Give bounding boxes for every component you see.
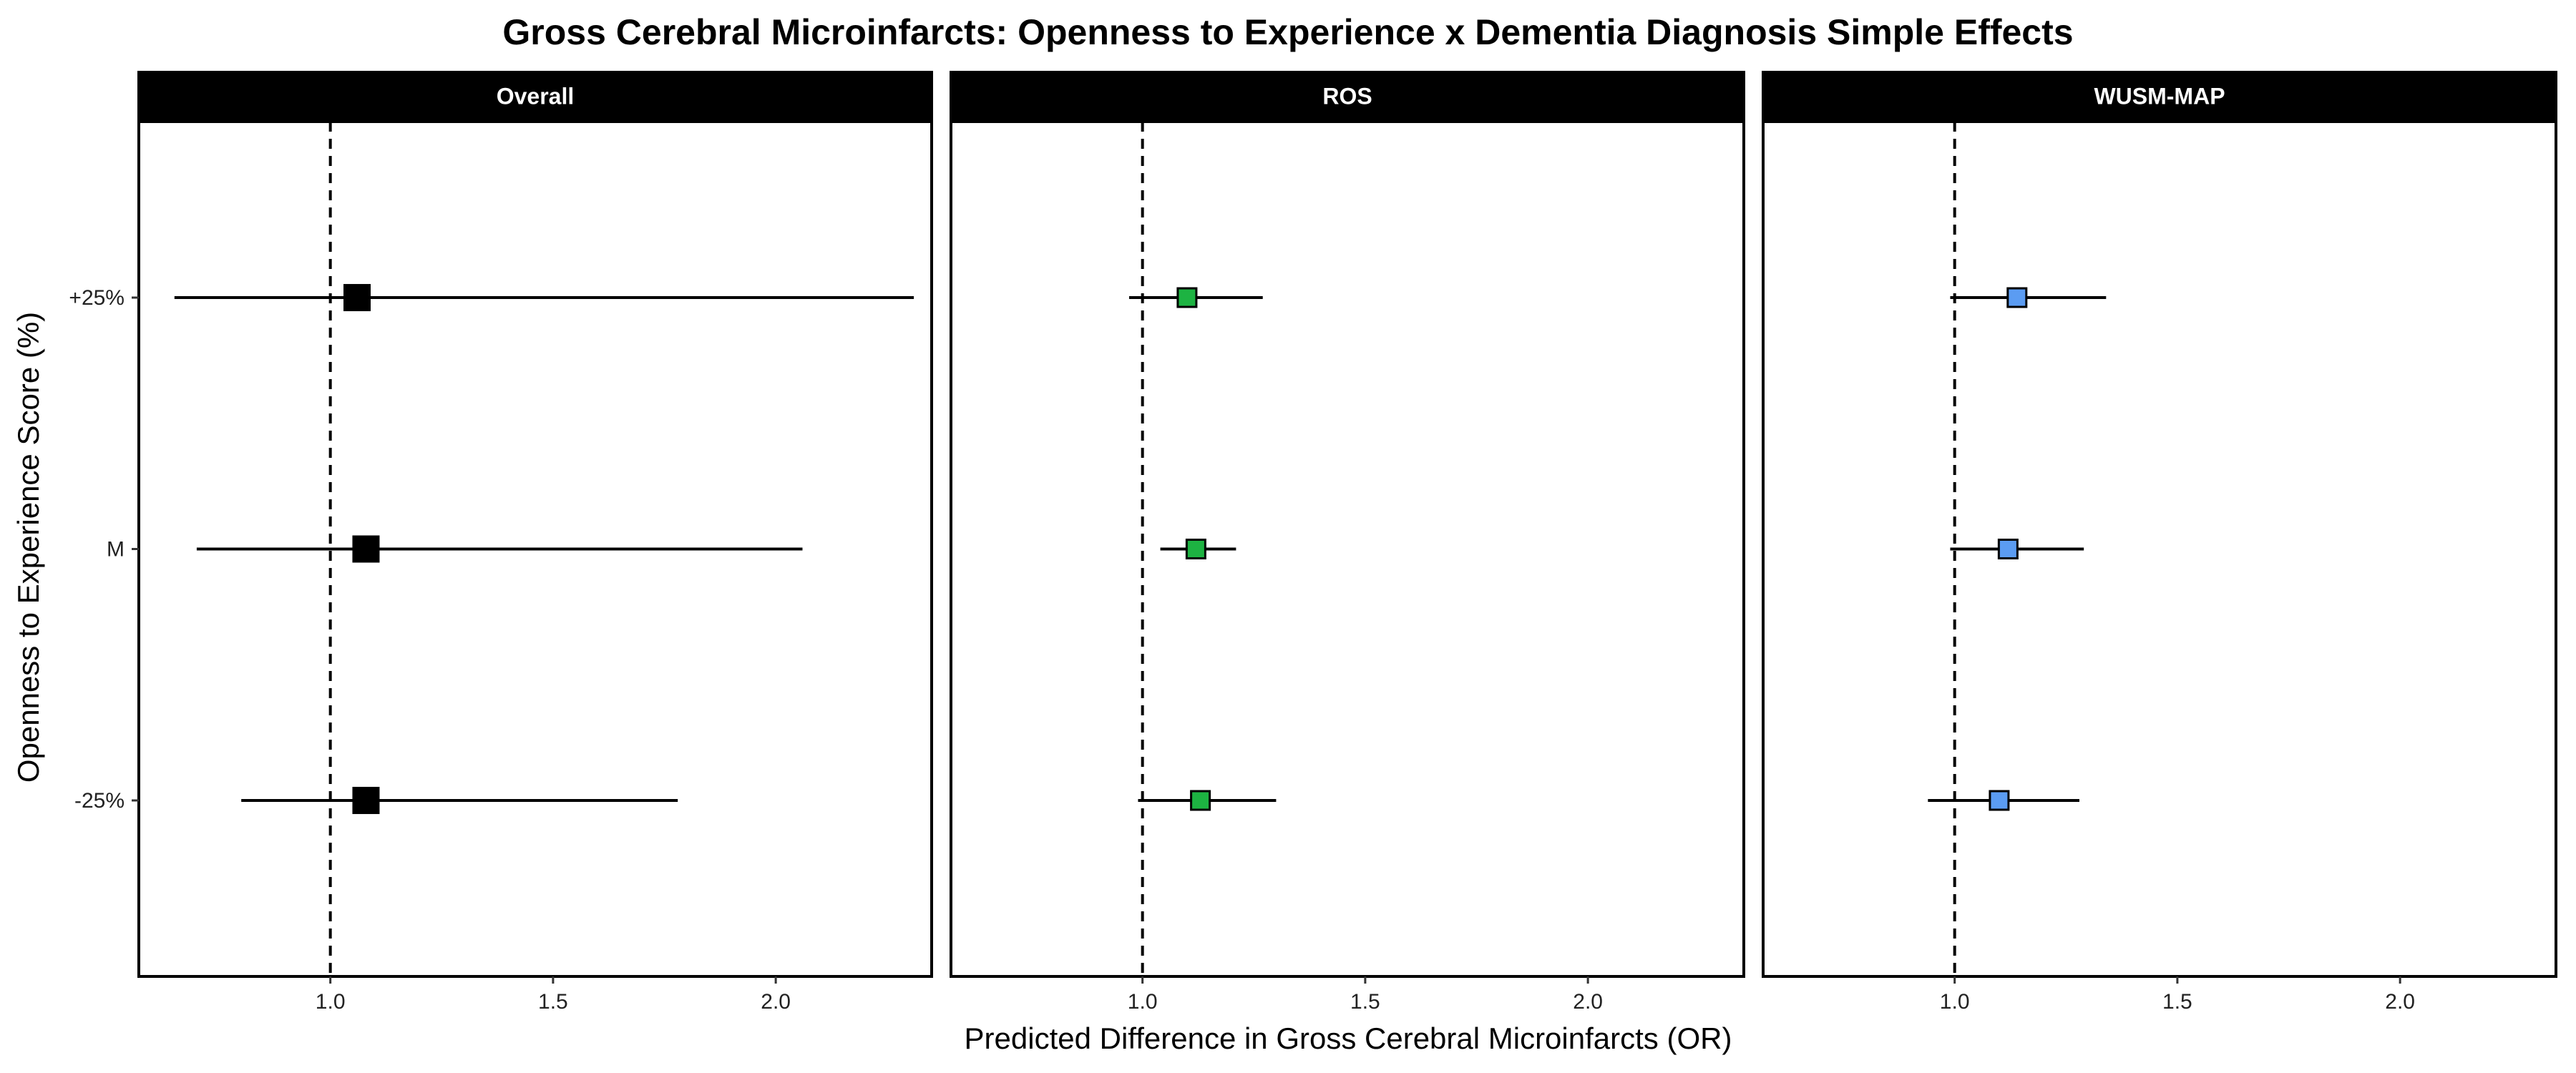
x-tick-label: 2.0: [761, 990, 791, 1014]
facet-label: ROS: [1322, 84, 1372, 109]
facet-label: Overall: [497, 84, 575, 109]
y-tick-label: M: [107, 538, 125, 562]
facet-strip: [950, 71, 1745, 122]
x-tick-label: 1.0: [316, 990, 346, 1014]
facet-strip: [137, 71, 933, 122]
panel-ros: ROS 1.0 1.5 2.0: [950, 71, 1745, 1014]
x-tick-label: 1.5: [1350, 990, 1380, 1014]
panel-wusm-map: WUSM-MAP 1.0 1.5 2.0: [1762, 71, 2557, 1014]
x-axis-title: Predicted Difference in Gross Cerebral M…: [965, 1021, 1732, 1055]
point-estimate: [352, 786, 380, 814]
x-tick-label: 2.0: [2385, 990, 2415, 1014]
x-tick-label: 1.0: [1940, 990, 1970, 1014]
point-estimate: [1997, 539, 2019, 559]
facet-strip: [1762, 71, 2557, 122]
y-tick-label: +25%: [69, 286, 125, 310]
y-axis-title: Openness to Experience Score (%): [11, 312, 45, 783]
panel-border: [1762, 120, 2557, 978]
panel-border: [950, 120, 1745, 978]
point-estimate: [1190, 790, 1211, 811]
point-estimate: [352, 535, 380, 563]
point-estimate: [1989, 790, 2010, 811]
x-tick-label: 2.0: [1573, 990, 1603, 1014]
x-tick-label: 1.5: [538, 990, 568, 1014]
x-tick-label: 1.0: [1128, 990, 1158, 1014]
point-estimate: [343, 284, 371, 312]
panel-overall: Overall 1.0 1.5 2.0 +25% M -25%: [69, 71, 933, 1014]
facet-label: WUSM-MAP: [2094, 84, 2225, 109]
point-estimate: [1185, 539, 1206, 559]
point-estimate: [2006, 287, 2028, 308]
y-tick-label: -25%: [74, 789, 125, 813]
x-tick-label: 1.5: [2162, 990, 2192, 1014]
point-estimate: [1176, 287, 1198, 308]
chart-title: Gross Cerebral Microinfarcts: Openness t…: [502, 12, 2073, 52]
